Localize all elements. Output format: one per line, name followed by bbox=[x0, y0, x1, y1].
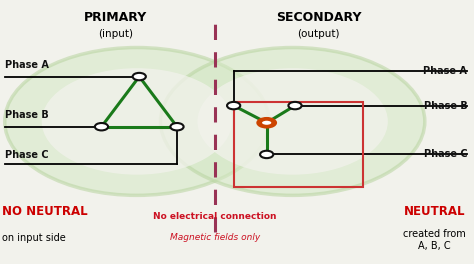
Circle shape bbox=[227, 102, 240, 109]
Circle shape bbox=[95, 123, 108, 130]
Text: NEUTRAL: NEUTRAL bbox=[403, 205, 465, 218]
Circle shape bbox=[198, 68, 388, 175]
Circle shape bbox=[260, 151, 273, 158]
Circle shape bbox=[261, 119, 273, 126]
Text: (output): (output) bbox=[297, 29, 340, 39]
Bar bbox=[234, 102, 364, 187]
Text: Phase B: Phase B bbox=[424, 101, 467, 111]
Text: Phase A: Phase A bbox=[5, 60, 49, 70]
Circle shape bbox=[42, 68, 232, 175]
Text: on input side: on input side bbox=[2, 233, 66, 243]
Text: Magnetic fields only: Magnetic fields only bbox=[170, 233, 260, 242]
Text: Phase A: Phase A bbox=[423, 66, 467, 76]
Circle shape bbox=[133, 73, 146, 80]
Text: Phase B: Phase B bbox=[5, 110, 48, 120]
Circle shape bbox=[170, 123, 183, 130]
Circle shape bbox=[256, 117, 277, 129]
Text: Phase C: Phase C bbox=[424, 149, 467, 159]
Circle shape bbox=[5, 48, 269, 195]
Text: PRIMARY: PRIMARY bbox=[84, 11, 147, 23]
Circle shape bbox=[161, 48, 425, 195]
Text: NO NEUTRAL: NO NEUTRAL bbox=[2, 205, 88, 218]
Text: created from
A, B, C: created from A, B, C bbox=[403, 229, 465, 251]
Text: (input): (input) bbox=[98, 29, 133, 39]
Text: Phase C: Phase C bbox=[5, 150, 48, 160]
Circle shape bbox=[288, 102, 301, 109]
Text: SECONDARY: SECONDARY bbox=[276, 11, 361, 23]
Text: No electrical connection: No electrical connection bbox=[153, 212, 276, 221]
